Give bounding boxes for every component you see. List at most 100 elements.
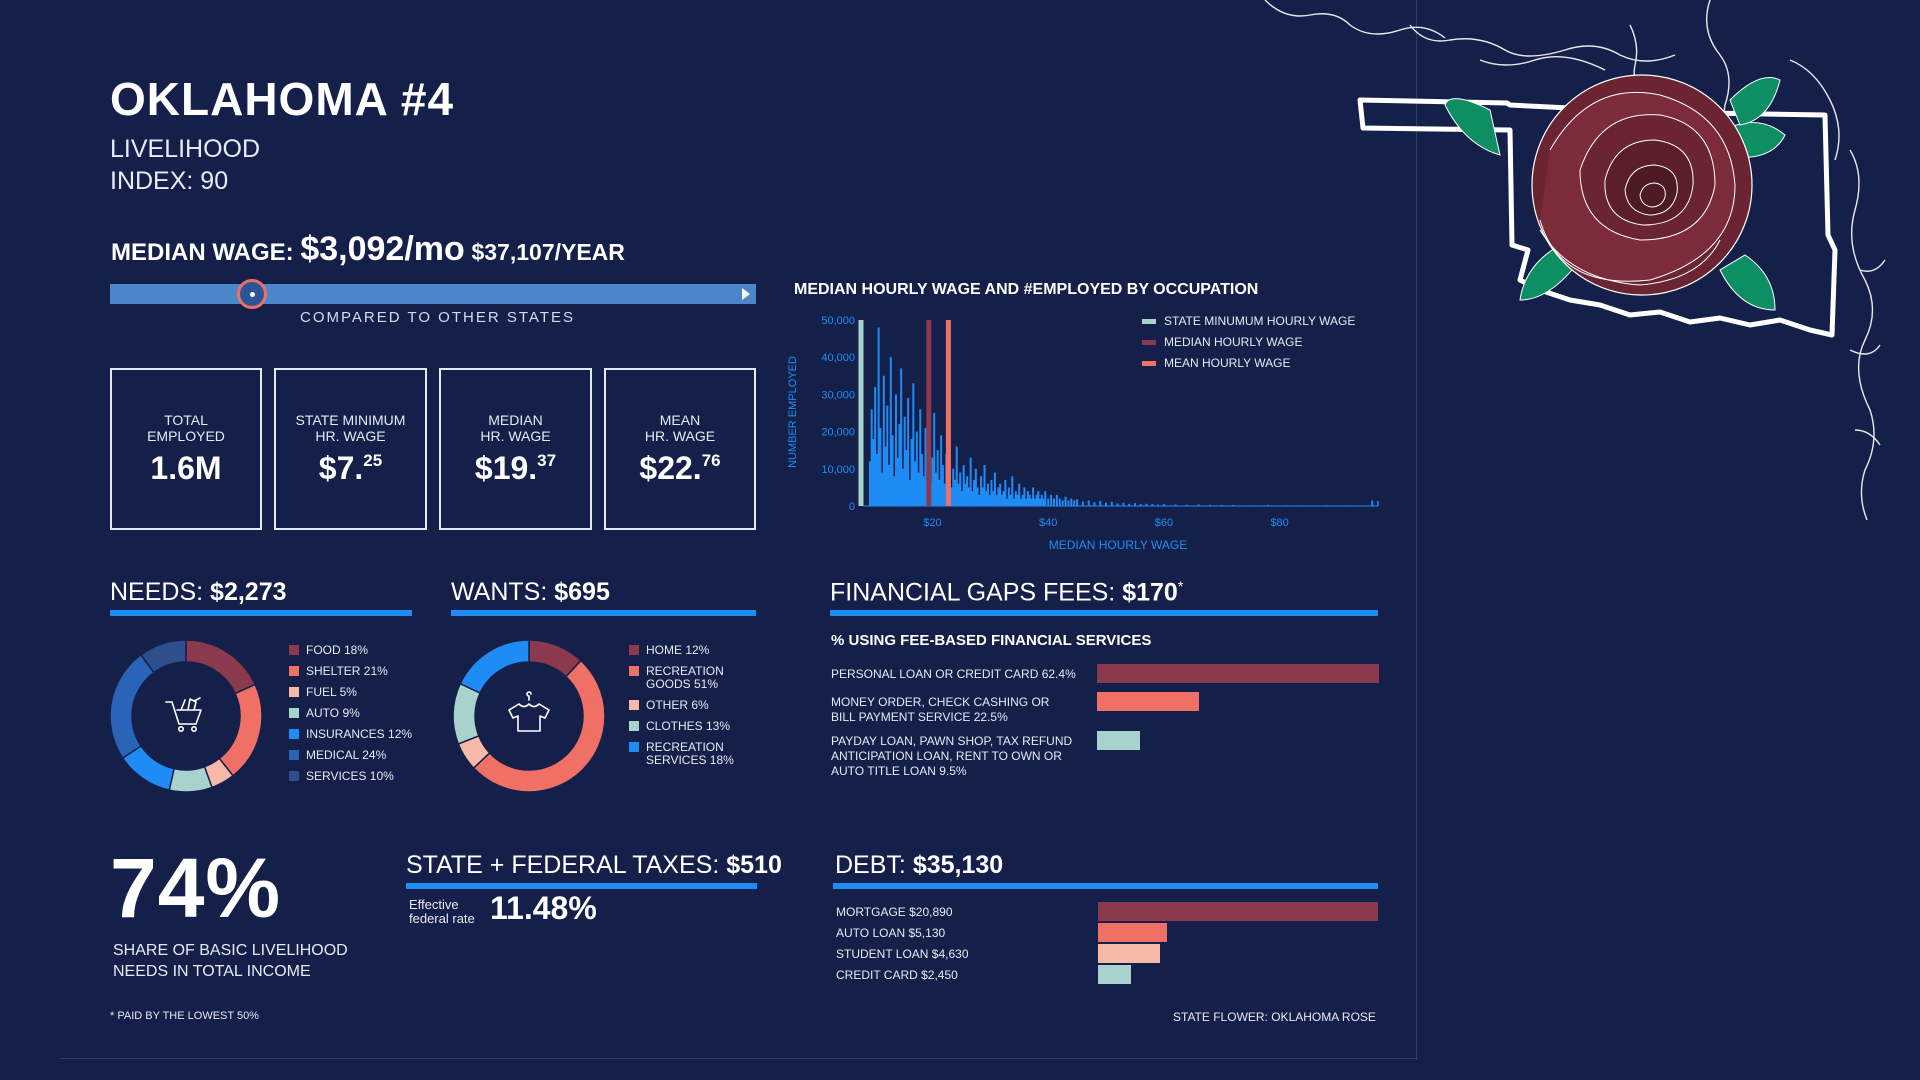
occupation-bar — [1122, 502, 1125, 506]
reference-line — [858, 320, 864, 506]
occupation-bar — [980, 476, 983, 506]
debt-bar-chart: MORTGAGE $20,890 AUTO LOAN $5,130 STUDENT … — [836, 902, 1378, 992]
occupation-bar — [966, 476, 969, 506]
stat-label: TOTAL EMPLOYED — [147, 412, 225, 444]
occupation-bar — [955, 446, 958, 506]
occupation-bar — [1249, 505, 1252, 506]
x-tick-label: $20 — [923, 517, 941, 529]
donut-slice — [185, 639, 257, 695]
bar-label: MORTGAGE $20,890 — [836, 905, 953, 919]
occupation-bar — [1019, 498, 1022, 506]
occupation-bar — [1055, 494, 1058, 506]
y-tick-label: 40,000 — [821, 352, 855, 364]
fees-heading: FINANCIAL GAPS FEES: $170* — [830, 578, 1183, 607]
occupation-bar — [1232, 504, 1235, 506]
occupation-bar — [907, 398, 910, 506]
occupation-bar — [938, 479, 941, 506]
occupation-bar — [1133, 503, 1136, 506]
bar-label: PERSONAL LOAN OR CREDIT CARD 62.4% — [831, 667, 1076, 681]
occupation-bar — [1002, 491, 1005, 506]
stat-label: STATE MINIMUM HR. WAGE — [295, 412, 406, 444]
legend-item: SHELTER 21% — [289, 665, 412, 678]
occupation-bar — [950, 487, 953, 506]
occupation-bar — [1220, 505, 1223, 506]
occupation-bar — [985, 491, 988, 506]
legend-label: MEAN HOURLY WAGE — [1164, 356, 1290, 370]
legend-item: RECREATION GOODS 51% — [629, 665, 734, 691]
legend-label: CLOTHES 13% — [646, 719, 731, 733]
occupation-bar — [1000, 494, 1003, 506]
occupation-bar — [1026, 491, 1029, 506]
occupation-bar — [1011, 476, 1014, 506]
occupation-bar — [936, 450, 939, 506]
legend-item: MEDICAL 24% — [289, 749, 412, 762]
bottom-divider — [60, 1058, 1418, 1059]
legend-swatch — [289, 687, 299, 697]
occupation-bar — [898, 424, 901, 506]
occupation-bar — [954, 479, 957, 506]
legend-swatch — [289, 708, 299, 718]
occupation-bar — [882, 375, 885, 506]
needs-legend: FOOD 18% SHELTER 21% FUEL 5% AUTO 9% INSURAN… — [289, 644, 412, 791]
debt-heading: DEBT: $35,130 — [835, 851, 1003, 880]
chart-title: MEDIAN HOURLY WAGE AND #EMPLOYED BY OCCU… — [794, 281, 1258, 298]
occupation-bar — [1267, 505, 1270, 506]
occupation-bar — [1116, 503, 1119, 506]
bar — [1098, 965, 1131, 984]
occupation-bar — [917, 472, 920, 506]
occupation-bar — [990, 479, 993, 506]
subtitle: LIVELIHOOD INDEX: 90 — [110, 133, 260, 197]
y-tick-label: 20,000 — [821, 427, 855, 439]
occupation-bar — [1016, 494, 1019, 506]
occupation-bar — [1044, 491, 1047, 506]
effective-rate-value: 11.48% — [490, 890, 597, 926]
wants-label: WANTS: — [451, 578, 548, 606]
donut-slice — [218, 683, 263, 777]
occupation-bar — [1186, 504, 1189, 506]
legend-swatch — [289, 645, 299, 655]
legend-item: CLOTHES 13% — [629, 720, 734, 733]
occupation-bar — [870, 409, 873, 506]
bar-label: MONEY ORDER, CHECK CASHING OR BILL PAYME… — [831, 695, 1050, 724]
arrow-right-icon — [742, 288, 750, 300]
legend-label: FUEL 5% — [306, 685, 357, 699]
occupation-bar — [967, 487, 970, 506]
occupation-bar — [1209, 504, 1212, 506]
needs-label: NEEDS: — [110, 578, 204, 606]
occupation-bar — [910, 439, 913, 506]
reference-line — [926, 320, 932, 506]
occupation-bar — [912, 383, 915, 506]
legend-swatch — [629, 700, 639, 710]
debt-label: DEBT: — [835, 851, 906, 879]
taxes-heading: STATE + FEDERAL TAXES: $510 — [406, 851, 782, 880]
occupation-bar — [1099, 501, 1102, 506]
debt-amount: $35,130 — [912, 851, 1004, 879]
state-position-marker — [237, 279, 268, 309]
occupation-bar — [964, 483, 967, 506]
state-comparison-track — [110, 284, 756, 304]
occupation-bar — [978, 494, 981, 506]
occupation-bar — [934, 472, 937, 506]
median-wage-monthly: $3,092/mo — [300, 230, 465, 268]
occupation-bar — [957, 483, 960, 506]
page-title: OKLAHOMA #4 — [110, 73, 455, 125]
stat-min-wage: STATE MINIMUM HR. WAGE $7.25 — [274, 368, 427, 530]
legend-item: OTHER 6% — [629, 699, 734, 712]
x-tick-label: $80 — [1270, 517, 1288, 529]
occupation-bar — [1073, 500, 1076, 506]
bar-label: PAYDAY LOAN, PAWN SHOP, TAX REFUND ANTIC… — [831, 734, 1073, 778]
oklahoma-rose-illustration — [1264, 0, 1886, 521]
occupation-bar — [1151, 504, 1154, 506]
wants-heading: WANTS: $695 — [451, 578, 610, 607]
occupation-bar — [1128, 503, 1131, 506]
median-wage-heading: MEDIAN WAGE: $3,092/mo $37,107/YEAR — [111, 230, 625, 269]
occupation-bar — [1067, 500, 1070, 506]
bar-label: STUDENT LOAN $4,630 — [836, 947, 969, 961]
fees-bar-chart: PERSONAL LOAN OR CREDIT CARD 62.4% MONEY … — [831, 660, 1379, 790]
occupation-bar — [894, 394, 897, 506]
debt-divider — [833, 883, 1378, 889]
legend-item: FOOD 18% — [289, 644, 412, 657]
legend-label: SHELTER 21% — [306, 664, 388, 678]
occupation-bar — [1070, 498, 1073, 506]
occupation-bar — [1006, 498, 1009, 506]
